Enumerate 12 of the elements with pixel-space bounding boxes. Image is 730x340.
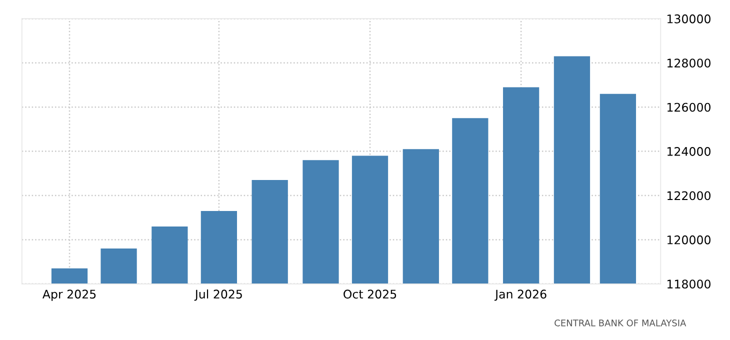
x-tick-label: Oct 2025 [344,290,396,299]
text: CENTRAL BANK OF MALAYSIA [554,320,686,326]
y-tick-label: 122000 [668,191,710,200]
y-tick-label: 128000 [668,58,710,68]
y-tick-label: 130000 [668,14,710,24]
y-tick-label: 118000 [668,280,710,289]
x-tick-label: Jan 2026 [494,290,546,301]
y-tick-label: 126000 [668,102,710,112]
y-tick-label: 124000 [668,147,710,156]
x-tick-label: Jul 2025 [194,289,242,301]
y-tick-label: 120000 [668,235,710,244]
x-tick-label: Apr 2025 [42,290,96,301]
